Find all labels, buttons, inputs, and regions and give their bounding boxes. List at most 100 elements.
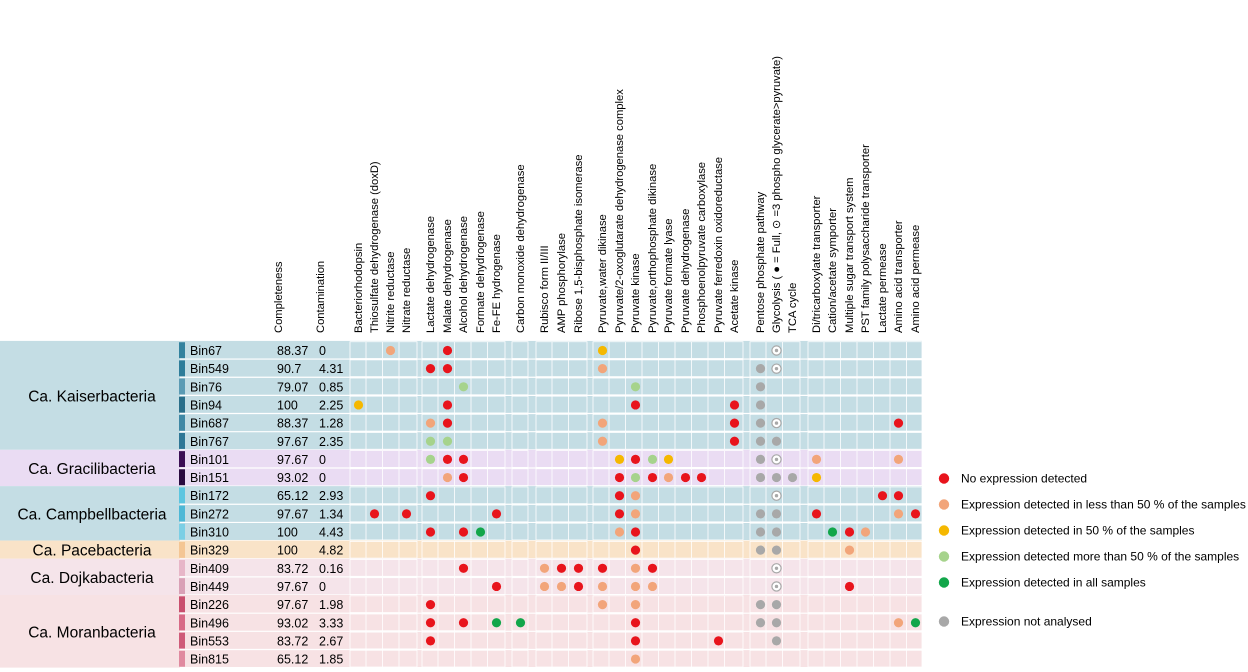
dot-pentose-phosphate-pathway xyxy=(755,618,766,628)
bin-color-bar xyxy=(179,650,185,667)
dot-acetate-kinase xyxy=(729,400,740,410)
bin-color-bar xyxy=(179,414,185,431)
row-cell-band xyxy=(535,377,588,396)
row-cell-band xyxy=(807,468,923,486)
row-cell-band xyxy=(349,450,418,468)
row-cell-band xyxy=(535,486,588,505)
column-header-carbon-monoxide-dehydrogenase: Carbon monoxide dehydrogenase xyxy=(515,164,527,333)
row-cell-band xyxy=(511,450,529,468)
row-cell-band xyxy=(511,377,529,396)
dot-pentose-phosphate-pathway xyxy=(755,418,766,428)
bin-color-bar xyxy=(179,487,185,504)
dot-pentose-phosphate-pathway xyxy=(755,364,766,374)
dot-amino-acid-permease xyxy=(910,618,921,628)
bin-label: Bin549 xyxy=(190,362,229,376)
dot-amp-phosphorylase xyxy=(556,563,567,573)
column-header-tca-cycle: TCA cycle xyxy=(787,283,799,333)
dot-pyruvate-kinase xyxy=(630,563,641,573)
dot-formate-dehydrogenase xyxy=(475,527,486,537)
completeness-value: 90.7 xyxy=(277,362,301,376)
dot-pyruvate-2-oxoglutarate-dehydrogenase-complex xyxy=(614,472,625,483)
contamination-value: 4.43 xyxy=(319,526,343,540)
dot-multiple-sugar-transport-system xyxy=(844,545,855,555)
row-cell-band xyxy=(511,413,529,432)
row-cell-band xyxy=(349,577,418,595)
dot-lactate-dehydrogenase xyxy=(425,636,436,646)
row-cell-band xyxy=(592,595,744,613)
column-header-formate-dehydrogenase: Formate dehydrogenase xyxy=(475,211,487,333)
row-cell-band xyxy=(592,413,744,432)
row-cell-band xyxy=(349,522,418,541)
column-header-pyruvate-water-dikinase: Pyruvate,water dikinase xyxy=(597,214,609,333)
dot-pyruvate-orthophosphate-dikinase xyxy=(647,581,658,592)
column-header-pst-family-polysaccharide-transporter: PST family polysaccharide transporter xyxy=(860,144,872,333)
row-cell-band xyxy=(349,341,418,359)
row-cell-band xyxy=(807,413,923,432)
dot-alcohol-dehydrogenase xyxy=(458,527,469,537)
row-cell-band xyxy=(349,540,418,559)
completeness-value: 83.72 xyxy=(277,634,308,648)
row-cell-band xyxy=(511,595,529,613)
column-header-pyruvate-ferredoxin-oxidoreductase: Pyruvate ferredoxin oxidoreductase xyxy=(713,157,725,333)
row-cell-band xyxy=(349,613,418,632)
bin-label: Bin172 xyxy=(190,489,229,503)
dot-center xyxy=(774,494,779,498)
row-cell-band xyxy=(511,540,529,559)
column-header-cation-acetate-symporter: Cation/acetate symporter xyxy=(827,208,839,333)
dot-pyruvate-orthophosphate-dikinase xyxy=(647,472,658,483)
legend-label: Expression detected in less than 50 % of… xyxy=(961,498,1246,512)
legend-dot-lightgreen xyxy=(938,551,950,562)
legend-dot-grey xyxy=(938,616,950,627)
dot-pentose-phosphate-pathway xyxy=(755,436,766,446)
legend-label: Expression detected more than 50 % of th… xyxy=(961,550,1239,564)
row-cell-band xyxy=(349,649,418,668)
row-cell-band xyxy=(349,432,418,450)
dot-pentose-phosphate-pathway xyxy=(755,454,766,464)
dot-pentose-phosphate-pathway xyxy=(755,509,766,519)
dot-fe-fe-hydrogenase xyxy=(491,509,502,519)
row-cell-band xyxy=(535,649,588,668)
dot-lactate-dehydrogenase xyxy=(425,418,436,428)
dot-glycolysis-full-3-phospho-glycerate-pyruvate xyxy=(771,527,782,537)
contamination-value: 2.67 xyxy=(319,634,343,648)
row-cell-band xyxy=(807,577,923,595)
column-header-pentose-phosphate-pathway: Pentose phosphate pathway xyxy=(755,191,767,333)
table-rows: Ca. Kaiserbacteria Bin67 88.37 0 Bin549 90.7 4… xyxy=(17,342,921,667)
dot-amino-acid-transporter xyxy=(893,509,904,519)
row-cell-band xyxy=(807,595,923,613)
dot-pyruvate-water-dikinase xyxy=(597,600,608,610)
bin-label: Bin449 xyxy=(190,580,229,594)
row-cell-band xyxy=(592,377,744,396)
row-cell-band xyxy=(511,631,529,650)
legend-dot-orange xyxy=(938,499,950,510)
dot-alcohol-dehydrogenase xyxy=(458,454,469,464)
bin-label: Bin815 xyxy=(190,653,229,667)
dot-pyruvate-kinase xyxy=(630,491,641,501)
completeness-value: 65.12 xyxy=(277,489,308,503)
column-header-amino-acid-permease: Amino acid permease xyxy=(910,225,922,333)
row-cell-band xyxy=(535,613,588,632)
row-cell-band xyxy=(807,450,923,468)
row-cell-band xyxy=(807,631,923,650)
row-cell-band xyxy=(511,432,529,450)
bin-color-bar xyxy=(179,469,185,486)
row-cell-band xyxy=(807,432,923,450)
row-cell-band xyxy=(511,341,529,359)
bin-color-bar xyxy=(179,560,185,576)
dot-nitrate-reductase xyxy=(401,509,412,519)
completeness-value: 97.67 xyxy=(277,580,308,594)
row-cell-band xyxy=(592,395,744,414)
dot-pyruvate-kinase xyxy=(630,545,641,555)
row-cell-band xyxy=(807,559,923,577)
bin-label: Bin67 xyxy=(190,344,222,358)
group-bands xyxy=(0,340,923,669)
row-cell-band xyxy=(349,359,418,378)
dot-lactate-dehydrogenase xyxy=(425,491,436,501)
column-header-phosphoenolpyruvate-carboxylase: Phosphoenolpyruvate carboxylase xyxy=(696,162,708,333)
dot-multiple-sugar-transport-system xyxy=(844,581,855,592)
dot-pyruvate-water-dikinase xyxy=(597,418,608,428)
dot-multiple-sugar-transport-system xyxy=(844,527,855,537)
dot-pyruvate-2-oxoglutarate-dehydrogenase-complex xyxy=(614,454,625,464)
legend-dot-yellow xyxy=(938,525,950,536)
column-header-nitrite-reductase: Nitrite reductase xyxy=(385,252,397,333)
